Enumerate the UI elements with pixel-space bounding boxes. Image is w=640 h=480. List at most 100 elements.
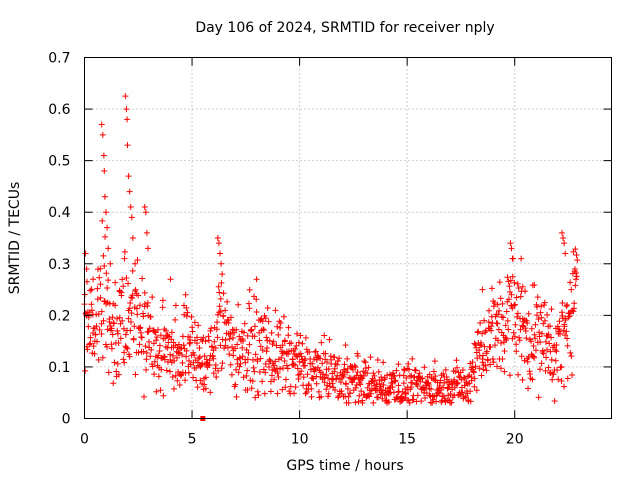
data-point — [372, 377, 379, 384]
data-point — [473, 387, 480, 394]
data-point — [315, 364, 322, 371]
data-point — [135, 349, 142, 356]
data-point — [379, 395, 386, 402]
data-point — [483, 367, 490, 374]
data-point — [571, 265, 578, 272]
data-point — [151, 371, 158, 378]
data-point — [546, 340, 553, 347]
data-point — [272, 358, 279, 365]
data-point — [481, 343, 488, 350]
data-point — [567, 349, 574, 356]
data-point — [278, 354, 285, 361]
data-point — [129, 267, 136, 274]
data-point — [459, 366, 466, 373]
data-point — [202, 374, 209, 381]
data-point — [567, 308, 574, 315]
data-point — [512, 321, 519, 328]
data-point — [182, 377, 189, 384]
data-point — [176, 350, 183, 357]
data-point — [151, 328, 158, 335]
data-point — [334, 357, 341, 364]
data-point — [398, 394, 405, 401]
data-point — [424, 380, 431, 387]
data-point — [208, 325, 215, 332]
data-point — [135, 292, 142, 299]
data-point — [349, 366, 356, 373]
data-point — [126, 305, 133, 312]
data-point — [326, 383, 333, 390]
data-point — [412, 367, 419, 374]
data-point — [131, 323, 138, 330]
data-point — [220, 290, 227, 297]
data-point — [215, 367, 222, 374]
data-point — [573, 276, 580, 283]
data-point — [445, 384, 452, 391]
data-point — [100, 252, 107, 259]
data-point — [562, 250, 569, 257]
data-point — [260, 326, 267, 333]
data-point — [465, 373, 472, 380]
data-point — [315, 388, 322, 395]
data-point — [532, 335, 539, 342]
data-point — [410, 396, 417, 403]
data-point — [563, 303, 570, 310]
data-point — [567, 279, 574, 286]
data-point — [292, 362, 299, 369]
data-point — [360, 372, 367, 379]
data-point — [573, 270, 580, 277]
data-point — [413, 377, 420, 384]
data-point — [380, 359, 387, 366]
data-point — [317, 355, 324, 362]
data-point — [104, 343, 111, 350]
data-point — [259, 378, 266, 385]
data-point — [210, 355, 217, 362]
data-point — [506, 372, 513, 379]
data-point — [115, 371, 122, 378]
data-point — [504, 274, 511, 281]
data-point — [378, 377, 385, 384]
data-point — [305, 381, 312, 388]
data-point — [476, 347, 483, 354]
data-point — [414, 382, 421, 389]
data-point — [454, 380, 461, 387]
data-point — [376, 380, 383, 387]
data-point — [235, 369, 242, 376]
data-point — [143, 366, 150, 373]
data-point — [318, 339, 325, 346]
data-point — [279, 386, 286, 393]
data-point — [511, 333, 518, 340]
data-point — [127, 327, 134, 334]
data-point — [212, 362, 219, 369]
data-point — [539, 347, 546, 354]
data-point — [260, 366, 267, 373]
data-point — [241, 320, 248, 327]
data-point — [374, 357, 381, 364]
data-point — [485, 319, 492, 326]
data-point — [489, 355, 496, 362]
data-point — [482, 327, 489, 334]
data-point — [495, 311, 502, 318]
data-point — [323, 359, 330, 366]
data-point — [207, 327, 214, 334]
data-point — [201, 381, 208, 388]
data-point — [550, 371, 557, 378]
data-point — [218, 279, 225, 286]
data-point — [414, 392, 421, 399]
data-point — [344, 369, 351, 376]
data-point — [136, 341, 143, 348]
data-point — [546, 369, 553, 376]
data-point — [336, 376, 343, 383]
data-point — [451, 384, 458, 391]
data-point — [562, 317, 569, 324]
data-point — [167, 351, 174, 358]
data-point — [325, 375, 332, 382]
data-point — [306, 348, 313, 355]
data-point — [233, 366, 240, 373]
data-point — [141, 204, 148, 211]
data-point — [272, 307, 279, 314]
data-point — [172, 372, 179, 379]
y-tick-label: 0.5 — [48, 154, 70, 170]
data-point — [120, 325, 127, 332]
data-point — [101, 262, 108, 269]
data-point — [325, 366, 332, 373]
